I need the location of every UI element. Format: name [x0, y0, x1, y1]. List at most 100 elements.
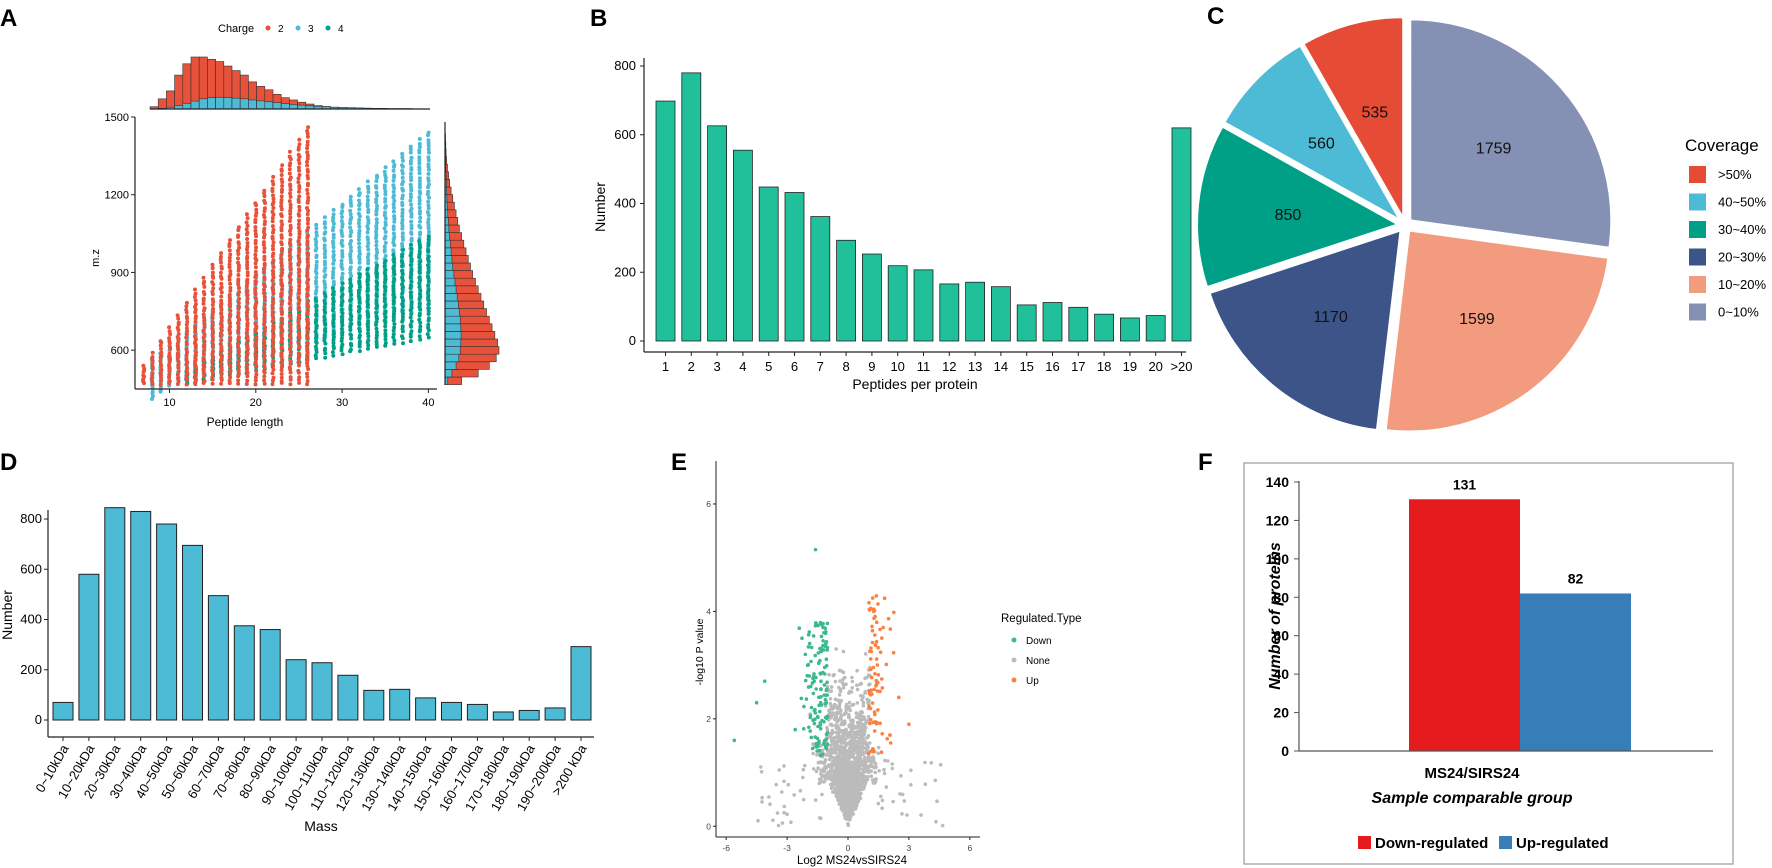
a-point — [202, 324, 207, 329]
a-point — [262, 188, 267, 193]
a-point — [261, 240, 266, 245]
a-point — [159, 346, 163, 351]
e-point-none — [777, 768, 781, 772]
b-x-tick-label: 15 — [1019, 359, 1033, 374]
a-top-bar-charge3 — [182, 103, 192, 110]
a-point — [193, 302, 198, 307]
c-slice-label: 1599 — [1459, 311, 1495, 328]
a-point — [418, 327, 423, 332]
e-point-down — [803, 678, 808, 683]
a-point — [253, 315, 258, 320]
a-point — [158, 339, 163, 344]
e-point-down — [804, 697, 809, 701]
c-slice-label: 535 — [1361, 104, 1388, 121]
a-point — [271, 375, 276, 380]
a-point — [288, 336, 293, 341]
a-point — [167, 336, 172, 341]
a-point — [296, 340, 301, 345]
a-point — [296, 326, 301, 331]
a-point — [313, 297, 318, 301]
a-point — [288, 375, 293, 380]
a-point — [175, 341, 180, 346]
a-point — [409, 230, 414, 235]
a-point — [227, 262, 232, 267]
a-point — [331, 239, 335, 244]
a-point — [236, 273, 241, 277]
a-point — [245, 293, 250, 298]
b-bar-14 — [991, 286, 1011, 342]
a-point — [374, 212, 379, 217]
e-point-none — [828, 697, 833, 701]
a-point — [391, 205, 396, 210]
a-point — [426, 270, 431, 275]
e-point-none — [843, 721, 847, 725]
e-point-down — [809, 705, 814, 710]
a-point — [202, 332, 207, 337]
e-point-none — [852, 756, 857, 761]
a-point — [374, 301, 379, 306]
a-point — [279, 291, 284, 296]
e-point-none — [830, 711, 834, 716]
e-point-none — [821, 769, 826, 774]
a-point — [305, 246, 310, 251]
e-point-none — [853, 726, 858, 730]
a-point — [374, 274, 379, 279]
a-point — [227, 362, 232, 367]
e-point-none — [845, 795, 850, 800]
e-point-none — [859, 748, 863, 753]
a-point — [400, 151, 405, 156]
e-point-none — [838, 679, 842, 683]
a-point — [279, 354, 284, 359]
a-point — [245, 230, 250, 235]
a-point — [228, 324, 233, 329]
e-point-none — [843, 675, 847, 680]
c-slice-10~20% — [1384, 229, 1610, 433]
a-point — [193, 330, 198, 334]
e-point-none — [817, 781, 821, 786]
a-point — [331, 272, 336, 277]
e-point-none — [854, 711, 859, 716]
e-point-up — [870, 596, 875, 600]
e-point-none — [840, 752, 845, 756]
b-bar-3 — [707, 125, 727, 342]
e-point-none — [850, 738, 855, 743]
e-point-up — [868, 657, 873, 661]
a-point — [306, 263, 311, 268]
b-bar-9 — [862, 253, 882, 342]
a-point — [340, 342, 345, 347]
a-point — [150, 389, 155, 394]
e-point-none — [820, 748, 825, 752]
a-point — [210, 342, 215, 347]
a-point — [339, 258, 344, 263]
e-point-up — [868, 649, 872, 654]
e-point-down — [821, 639, 825, 643]
a-point — [201, 301, 206, 306]
e-point-none — [849, 690, 854, 694]
a-point — [340, 311, 345, 316]
a-point — [245, 270, 250, 275]
e-point-none — [847, 781, 851, 786]
c-legend-label: 40~50% — [1718, 195, 1767, 210]
a-point — [219, 298, 224, 303]
e-point-none — [842, 770, 847, 774]
a-point — [305, 150, 310, 155]
a-point — [314, 233, 319, 238]
a-point — [426, 167, 431, 172]
a-point — [426, 306, 431, 311]
a-point — [279, 257, 284, 261]
a-point — [158, 371, 163, 375]
a-point — [202, 348, 207, 353]
a-point — [409, 267, 414, 272]
e-point-down — [819, 634, 824, 639]
a-point — [297, 168, 302, 173]
a-point — [322, 279, 327, 284]
e-point-none — [861, 700, 866, 705]
a-point — [348, 208, 353, 213]
a-point — [357, 234, 362, 239]
e-point-none — [852, 798, 856, 802]
a-point — [383, 216, 388, 221]
a-point — [261, 266, 266, 271]
a-point — [408, 171, 413, 176]
e-point-none — [859, 787, 864, 792]
